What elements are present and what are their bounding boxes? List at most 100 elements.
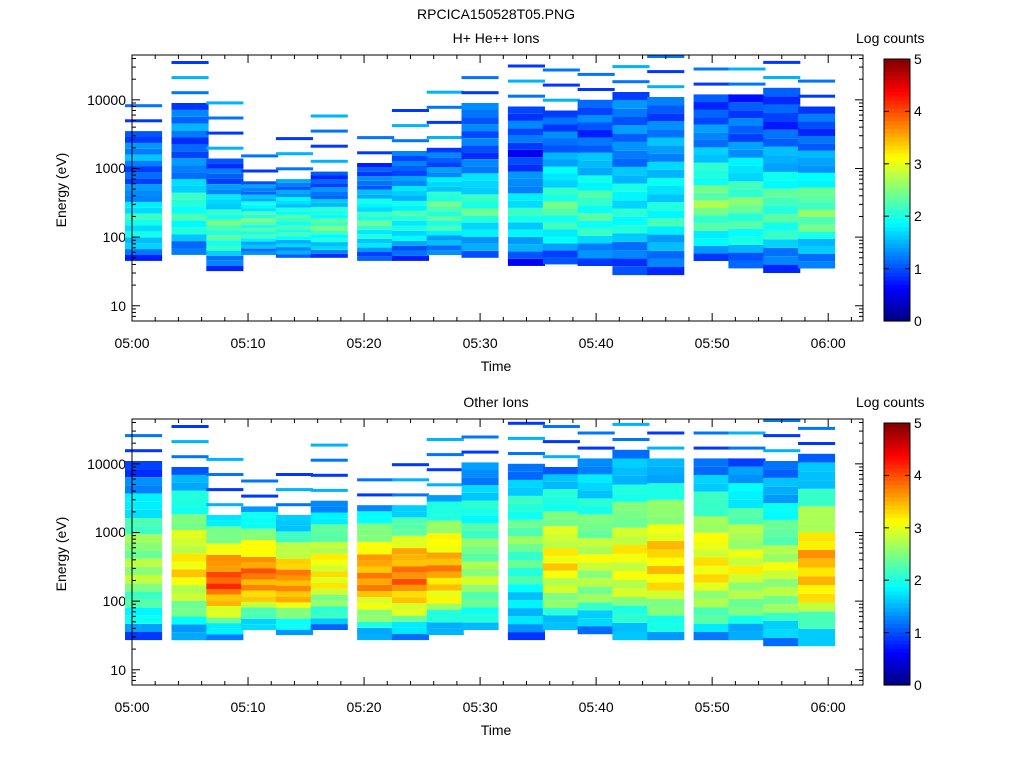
heatmap-cell bbox=[728, 508, 766, 517]
colorbar-segment bbox=[884, 67, 910, 72]
heatmap-cell bbox=[310, 226, 348, 231]
heatmap-cell bbox=[241, 191, 279, 195]
heatmap-cell bbox=[647, 202, 685, 211]
heatmap-cell bbox=[275, 624, 313, 630]
colorbar-segment bbox=[884, 545, 910, 551]
heatmap-cell bbox=[577, 190, 615, 199]
heatmap-cell bbox=[391, 225, 429, 231]
heatmap-cell bbox=[647, 242, 685, 251]
heatmap-cell bbox=[763, 113, 801, 122]
heatmap-cell bbox=[542, 110, 580, 118]
heatmap-cell bbox=[206, 199, 244, 205]
heatmap-streak bbox=[426, 483, 464, 487]
heatmap-cell bbox=[728, 524, 766, 533]
heatmap-cell bbox=[426, 181, 464, 187]
heatmap-cell bbox=[310, 600, 348, 607]
heatmap-cell bbox=[693, 245, 731, 254]
heatmap-cell bbox=[125, 137, 163, 143]
heatmap-cell bbox=[206, 163, 244, 169]
colorbar-segment bbox=[884, 439, 910, 445]
heatmap-cell bbox=[461, 250, 499, 258]
heatmap-cell bbox=[206, 543, 244, 550]
heatmap-cell bbox=[798, 231, 836, 239]
heatmap-cell bbox=[728, 483, 766, 492]
heatmap-streak bbox=[693, 82, 731, 86]
heatmap-streak bbox=[125, 434, 163, 438]
heatmap-cell bbox=[798, 471, 836, 480]
heatmap-cell bbox=[391, 250, 429, 256]
colorbar-segment bbox=[884, 504, 910, 510]
heatmap-cell bbox=[798, 558, 836, 568]
heatmap-cell bbox=[647, 169, 685, 178]
heatmap-cell bbox=[647, 129, 685, 138]
heatmap-cell bbox=[798, 261, 836, 269]
heatmap-cell bbox=[206, 520, 244, 527]
heatmap-cell bbox=[206, 600, 244, 606]
heatmap-cell bbox=[728, 458, 766, 467]
heatmap-cell bbox=[612, 605, 650, 615]
heatmap-cell bbox=[391, 560, 429, 567]
heatmap-cell bbox=[171, 158, 209, 166]
heatmap-cell bbox=[612, 200, 650, 209]
heatmap-cell bbox=[728, 228, 766, 237]
heatmap-cell bbox=[693, 532, 731, 542]
heatmap-cell bbox=[461, 591, 499, 600]
heatmap-cell bbox=[461, 515, 499, 524]
heatmap-cell bbox=[542, 496, 580, 504]
colorbar-segment bbox=[884, 443, 910, 449]
heatmap-streak bbox=[206, 457, 244, 461]
heatmap-cell bbox=[461, 462, 499, 470]
heatmap-cell bbox=[426, 552, 464, 559]
heatmap-cell bbox=[310, 624, 348, 630]
heatmap-cell bbox=[577, 514, 615, 523]
heatmap-cell bbox=[728, 549, 766, 558]
heatmap-cell bbox=[310, 618, 348, 625]
heatmap-cell bbox=[542, 145, 580, 153]
heatmap-cell bbox=[391, 255, 429, 261]
heatmap-cell bbox=[507, 511, 545, 520]
heatmap-cell bbox=[763, 536, 801, 546]
colorbar-segment bbox=[884, 615, 910, 621]
heatmap-cell bbox=[310, 512, 348, 519]
heatmap-cell bbox=[507, 519, 545, 528]
heatmap-cell bbox=[275, 179, 313, 183]
heatmap-cell bbox=[612, 225, 650, 234]
heatmap-cell bbox=[693, 177, 731, 186]
heatmap-cell bbox=[461, 208, 499, 216]
heatmap-cell bbox=[310, 594, 348, 601]
heatmap-cell bbox=[577, 160, 615, 168]
heatmap-cell bbox=[310, 250, 348, 254]
heatmap-cell bbox=[391, 627, 429, 634]
heatmap-cell bbox=[171, 498, 209, 507]
heatmap-cell bbox=[275, 229, 313, 233]
heatmap-cell bbox=[357, 203, 395, 208]
heatmap-cell bbox=[461, 584, 499, 592]
heatmap-cell bbox=[577, 243, 615, 251]
heatmap-cell bbox=[426, 577, 464, 585]
heatmap-streak bbox=[507, 436, 545, 440]
heatmap-cell bbox=[206, 583, 244, 589]
heatmap-cell bbox=[125, 623, 163, 632]
heatmap-cell bbox=[763, 553, 801, 562]
heatmap-cell bbox=[612, 241, 650, 251]
heatmap-streak bbox=[798, 442, 836, 445]
heatmap-cell bbox=[577, 235, 615, 244]
heatmap-cell bbox=[542, 208, 580, 216]
heatmap-cell bbox=[171, 600, 209, 609]
heatmap-cell bbox=[647, 483, 685, 492]
heatmap-cell bbox=[310, 183, 348, 188]
colorbar-segment bbox=[884, 292, 910, 297]
heatmap-cell bbox=[728, 631, 766, 641]
heatmap-cell bbox=[125, 632, 163, 641]
colorbar-tick-label: 0 bbox=[914, 677, 922, 693]
heatmap-cell bbox=[798, 128, 836, 136]
heatmap-cell bbox=[275, 525, 313, 532]
heatmap-cell bbox=[577, 198, 615, 206]
heatmap-cell bbox=[391, 156, 429, 161]
heatmap-cell bbox=[391, 215, 429, 221]
heatmap-cell bbox=[507, 536, 545, 544]
heatmap-cell bbox=[241, 506, 279, 512]
heatmap-cell bbox=[507, 503, 545, 512]
heatmap-cell bbox=[125, 148, 163, 155]
heatmap-cell bbox=[461, 110, 499, 117]
